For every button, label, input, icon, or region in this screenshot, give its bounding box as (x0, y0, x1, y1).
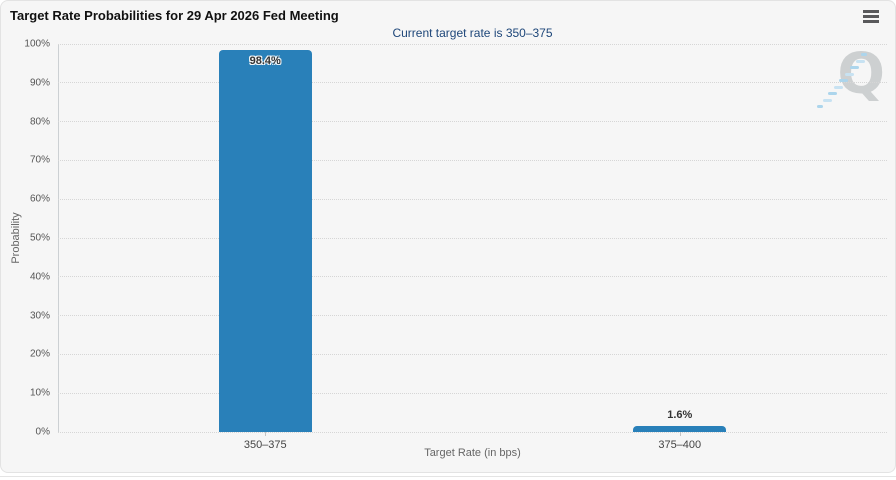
gridline (58, 198, 887, 200)
bar-value-label: 1.6% (667, 408, 693, 421)
watermark-dash (850, 66, 859, 69)
watermark-dash (855, 59, 865, 63)
chart-context-menu-button[interactable] (860, 8, 882, 26)
gridline (58, 43, 887, 45)
hamburger-menu-icon (863, 10, 879, 13)
gridline (58, 82, 887, 84)
x-axis-title: Target Rate (in bps) (424, 447, 521, 459)
gridline (58, 392, 887, 394)
watermark-dash (817, 105, 823, 108)
quikstrike-watermark-icon: Q (817, 42, 885, 114)
x-axis-tick (679, 432, 681, 436)
plot-area: Q 0% 10% 20% 30% 40% 50% 60% 70% 80% 90% 100% 98.4%… (24, 39, 887, 451)
watermark-dash (828, 92, 837, 95)
x-axis-category-label: 375–400 (658, 439, 702, 451)
bar-value-label: 98.4% (249, 55, 281, 68)
y-axis-tick-label: 70% (29, 154, 50, 166)
gridline (58, 353, 887, 355)
y-axis-tick-label: 0% (35, 426, 50, 438)
gridline (58, 237, 887, 239)
y-axis-tick-label: 50% (29, 232, 50, 244)
probability-bar[interactable] (218, 50, 312, 432)
y-axis-tick-label: 30% (29, 310, 50, 322)
y-axis-tick-label: 20% (29, 348, 50, 360)
y-axis-tick-label: 100% (24, 38, 50, 50)
watermark-dash (844, 72, 854, 76)
y-axis-tick-label: 40% (29, 271, 50, 283)
watermark-dash (822, 98, 832, 102)
watermark-dash (861, 53, 867, 56)
probability-bar[interactable] (633, 425, 727, 432)
y-axis-tick-label: 10% (29, 387, 50, 399)
gridline (58, 315, 887, 317)
gridline (58, 121, 887, 123)
y-axis-tick-label: 80% (29, 116, 50, 128)
y-axis-tick-label: 90% (29, 77, 50, 89)
watermark-letter: Q (837, 42, 885, 107)
gridline (58, 159, 887, 161)
chart-title: Target Rate Probabilities for 29 Apr 202… (10, 8, 339, 23)
x-axis-category-label: 350–375 (243, 439, 287, 451)
page-bottom-divider (0, 476, 896, 480)
y-axis-title: Probability (10, 212, 22, 264)
x-axis-tick (265, 432, 267, 436)
y-axis-tick-label: 60% (29, 193, 50, 205)
gridline (58, 276, 887, 278)
chart-subtitle: Current target rate is 350–375 (392, 26, 553, 40)
gridline (58, 431, 887, 433)
watermark-dash (833, 85, 843, 89)
